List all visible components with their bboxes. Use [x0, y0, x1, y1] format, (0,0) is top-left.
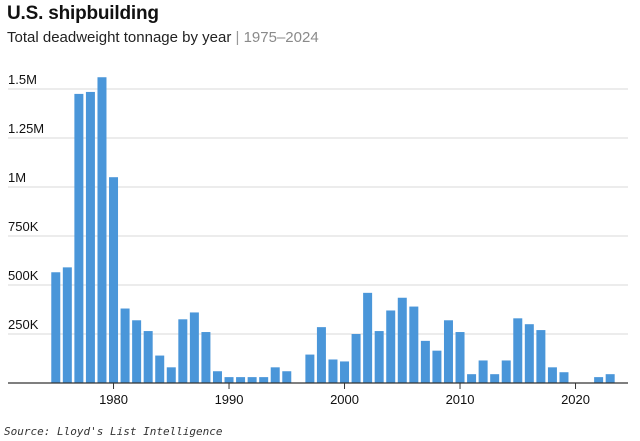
- chart-subtitle: Total deadweight tonnage by year | 1975–…: [7, 29, 319, 46]
- bar-2013: [490, 374, 500, 383]
- bar-2018: [547, 367, 557, 383]
- bar-1983: [143, 331, 153, 383]
- bar-2002: [363, 292, 373, 383]
- bar-1977: [74, 93, 84, 384]
- x-tick-label: 2000: [330, 392, 359, 407]
- bar-1985: [166, 367, 176, 383]
- bar-1980: [109, 177, 119, 383]
- bar-1987: [189, 312, 199, 383]
- x-tick-label: 2010: [446, 392, 475, 407]
- bar-1988: [201, 332, 211, 383]
- bar-1993: [259, 377, 269, 383]
- bar-2014: [501, 360, 511, 383]
- x-tick-label: 2020: [561, 392, 590, 407]
- bar-2010: [455, 332, 465, 383]
- bar-2000: [340, 361, 350, 383]
- bar-1978: [85, 91, 95, 383]
- source-note: Source: Lloyd's List Intelligence: [4, 425, 223, 438]
- axes: 250K 500K 750K 1M 1.25M 1.5M 1980 1990 2000 2010 2…: [8, 72, 628, 407]
- bar-1994: [270, 367, 280, 383]
- bar-1997: [305, 354, 315, 383]
- bar-2015: [513, 318, 523, 383]
- bar-1990: [224, 377, 234, 383]
- subtitle-text: Total deadweight tonnage by year: [7, 29, 232, 46]
- bar-2003: [374, 331, 384, 383]
- bar-1976: [62, 267, 72, 383]
- subtitle-separator: |: [235, 29, 240, 46]
- y-tick-label: 1.25M: [8, 121, 44, 136]
- bar-2022: [594, 377, 604, 383]
- bar-2004: [386, 310, 396, 383]
- bar-2008: [432, 350, 442, 383]
- subtitle-range: 1975–2024: [243, 29, 319, 46]
- bar-1995: [282, 371, 292, 383]
- y-tick-label: 750K: [8, 219, 39, 234]
- x-tick-label: 1990: [215, 392, 244, 407]
- bars: [51, 77, 615, 384]
- y-tick-label: 1.5M: [8, 72, 37, 87]
- bar-2006: [409, 306, 419, 383]
- bar-1975: [51, 272, 61, 383]
- bar-2007: [420, 340, 430, 383]
- bar-1984: [155, 355, 165, 383]
- bar-2019: [559, 372, 569, 383]
- bar-1982: [132, 320, 142, 383]
- y-tick-label: 1M: [8, 170, 26, 185]
- bar-2023: [605, 374, 615, 383]
- bar-2012: [478, 360, 488, 383]
- bar-2017: [536, 330, 546, 383]
- bar-2005: [397, 297, 407, 383]
- bar-1986: [178, 319, 188, 383]
- bar-1998: [316, 327, 326, 383]
- bar-1989: [212, 371, 222, 383]
- bar-1991: [236, 377, 246, 383]
- chart-title: U.S. shipbuilding: [7, 3, 159, 24]
- bar-1992: [247, 377, 257, 383]
- x-tick-label: 1980: [99, 392, 128, 407]
- y-tick-label: 250K: [8, 317, 39, 332]
- bar-2001: [351, 334, 361, 383]
- bar-2016: [524, 324, 534, 383]
- bar-1999: [328, 359, 338, 383]
- bar-1979: [97, 77, 107, 384]
- bar-1981: [120, 308, 130, 383]
- y-tick-label: 500K: [8, 268, 39, 283]
- bar-2011: [467, 374, 477, 383]
- bar-2009: [443, 320, 453, 383]
